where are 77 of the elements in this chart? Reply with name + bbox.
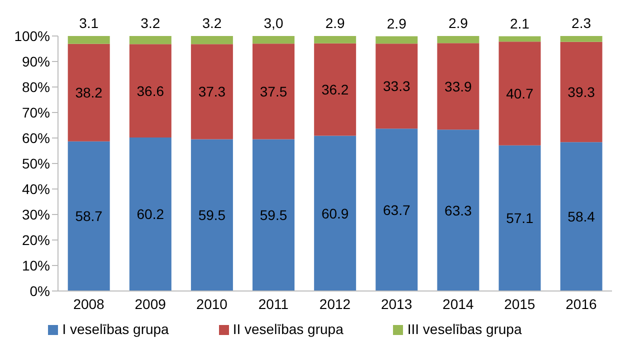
data-label: 58.4 bbox=[568, 208, 596, 225]
data-label: 63.3 bbox=[444, 202, 472, 218]
bar bbox=[437, 130, 480, 291]
bar bbox=[376, 36, 418, 44]
data-label: 3.1 bbox=[79, 15, 99, 31]
y-tick-label: 40% bbox=[22, 180, 50, 197]
data-label: 38.2 bbox=[75, 84, 103, 101]
x-tick-label: 2009 bbox=[134, 296, 166, 312]
bar bbox=[129, 137, 172, 291]
bar bbox=[314, 43, 356, 136]
data-label: 2.9 bbox=[386, 15, 407, 32]
bar bbox=[560, 36, 602, 42]
y-tick-label: 80% bbox=[22, 78, 50, 95]
x-tick-label: 2011 bbox=[258, 296, 289, 312]
bar bbox=[498, 145, 541, 291]
y-tick-label: 100% bbox=[14, 28, 50, 44]
data-label: 59.5 bbox=[198, 207, 226, 224]
bar bbox=[314, 36, 356, 44]
data-label: 37.5 bbox=[260, 83, 288, 100]
data-label: 60.2 bbox=[136, 206, 164, 222]
y-tick-label: 0% bbox=[30, 282, 50, 299]
bar bbox=[129, 36, 172, 44]
data-label: 36.2 bbox=[321, 82, 349, 98]
bar bbox=[376, 44, 418, 129]
data-label: 40.7 bbox=[506, 86, 534, 102]
bar bbox=[314, 136, 356, 291]
bar bbox=[560, 42, 602, 142]
data-label: 2.9 bbox=[325, 15, 346, 31]
bar bbox=[68, 36, 110, 44]
bar bbox=[437, 43, 480, 130]
x-tick-label: 2015 bbox=[504, 296, 536, 312]
x-tick-label: 2012 bbox=[319, 296, 351, 312]
bar bbox=[252, 44, 295, 140]
y-tick-label: 30% bbox=[22, 206, 50, 222]
data-label: 58.7 bbox=[75, 208, 103, 224]
data-label: 36.6 bbox=[136, 82, 164, 99]
x-tick-label: 2014 bbox=[442, 296, 474, 312]
data-label: 59.5 bbox=[260, 207, 288, 224]
bar bbox=[498, 42, 541, 146]
y-tick-label: 20% bbox=[22, 232, 50, 248]
data-label: 3.2 bbox=[202, 15, 222, 31]
data-label: 2.1 bbox=[510, 15, 530, 32]
legend-label: II veselības grupa bbox=[232, 321, 344, 337]
legend-label: III veselības grupa bbox=[407, 321, 522, 337]
data-label: 3.2 bbox=[140, 15, 160, 31]
bar bbox=[68, 44, 110, 142]
bar bbox=[129, 44, 172, 138]
data-label: 37.3 bbox=[198, 84, 226, 100]
bar bbox=[190, 44, 233, 140]
bar bbox=[252, 139, 295, 291]
bar bbox=[190, 36, 233, 44]
data-label: 2.9 bbox=[448, 15, 468, 31]
data-label: 3,0 bbox=[264, 15, 284, 31]
data-label: 33.3 bbox=[383, 78, 410, 94]
bar bbox=[437, 36, 480, 44]
bar bbox=[68, 141, 110, 291]
y-tick-label: 90% bbox=[22, 53, 50, 70]
x-tick-label: 2008 bbox=[73, 296, 105, 312]
x-tick-label: 2010 bbox=[196, 296, 228, 312]
y-tick-label: 70% bbox=[22, 104, 50, 120]
bar bbox=[376, 128, 418, 291]
y-tick-label: 50% bbox=[22, 155, 50, 172]
data-label: 39.3 bbox=[568, 84, 596, 100]
y-tick-label: 60% bbox=[22, 130, 50, 146]
data-label: 33.9 bbox=[444, 78, 472, 94]
data-label: 2.3 bbox=[572, 15, 592, 31]
y-tick-label: 10% bbox=[22, 257, 50, 274]
bar bbox=[560, 142, 602, 291]
x-tick-label: 2013 bbox=[380, 296, 412, 312]
legend-label: I veselības grupa bbox=[62, 321, 169, 337]
x-tick-label: 2016 bbox=[566, 296, 598, 312]
data-label: 57.1 bbox=[506, 210, 534, 226]
bar bbox=[498, 36, 541, 42]
bar bbox=[190, 139, 233, 291]
data-label: 63.7 bbox=[383, 202, 410, 218]
data-label: 60.9 bbox=[321, 205, 349, 222]
bar bbox=[252, 36, 295, 44]
